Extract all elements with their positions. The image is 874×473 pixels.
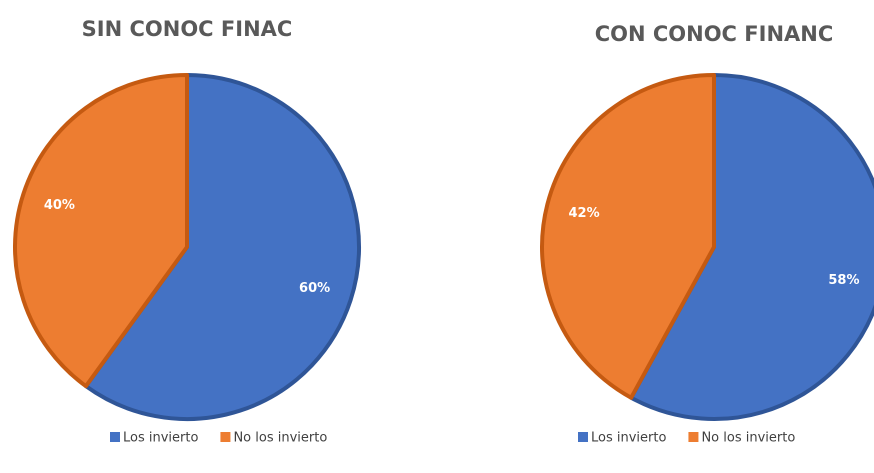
legend-label: No los invierto xyxy=(233,431,327,446)
legend-swatch xyxy=(688,432,699,442)
pie-slice xyxy=(13,73,189,389)
legend-swatch xyxy=(578,432,588,442)
pie-slice xyxy=(83,73,361,421)
chart-title: CON CONOC FINANC xyxy=(595,22,834,46)
legend-swatch xyxy=(110,432,120,442)
pie-slice xyxy=(540,73,716,400)
value-label: 42% xyxy=(568,206,599,221)
chart-title: SIN CONOC FINAC xyxy=(82,17,293,41)
legend-label: Los invierto xyxy=(123,431,198,446)
legend-label: No los invierto xyxy=(701,431,795,446)
legend-label: Los invierto xyxy=(591,431,666,446)
value-label: 58% xyxy=(828,273,859,288)
pie-slice xyxy=(629,73,874,421)
legend-swatch xyxy=(220,432,231,442)
value-label: 60% xyxy=(299,281,330,296)
value-label: 40% xyxy=(44,198,75,213)
